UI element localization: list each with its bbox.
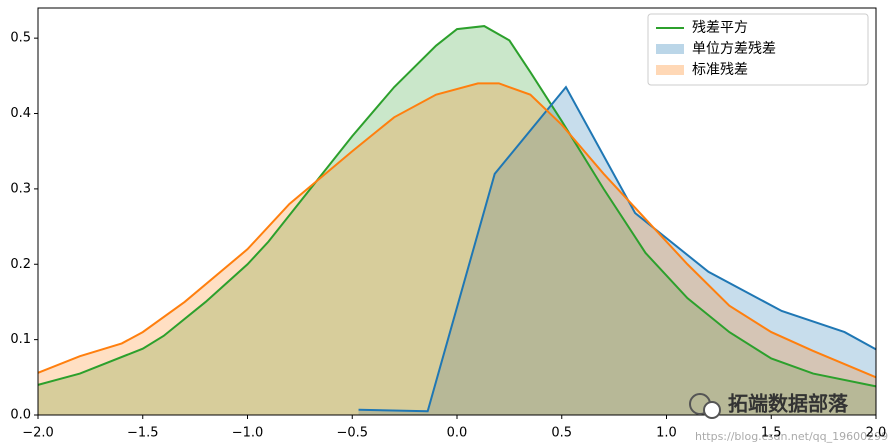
x-tick-label: 2.0 <box>866 426 887 441</box>
watermark-title: 拓端数据部落 <box>728 392 849 416</box>
x-tick-label: −1.0 <box>232 426 264 441</box>
y-tick-label: 0.3 <box>10 181 31 196</box>
x-tick-label: −1.5 <box>127 426 159 441</box>
x-tick-label: 0.5 <box>551 426 572 441</box>
legend-swatch <box>656 65 684 75</box>
watermark-url: https://blog.csdn.net/qq_19600299 <box>695 430 888 443</box>
x-tick-label: −0.5 <box>336 426 368 441</box>
y-tick-label: 0.4 <box>10 106 31 121</box>
x-tick-label: −2.0 <box>22 426 54 441</box>
y-tick-label: 0.0 <box>10 408 31 423</box>
area-fill <box>38 26 876 415</box>
line <box>37 82 877 379</box>
y-tick-label: 0.5 <box>10 31 31 46</box>
watermark: 拓端数据部落 https://blog.csdn.net/qq_19600299 <box>689 392 888 443</box>
x-tick-label: 0.0 <box>447 426 468 441</box>
y-tick-label: 0.2 <box>10 257 31 272</box>
legend-swatch <box>656 44 684 54</box>
line <box>37 25 877 388</box>
legend-label: 标准残差 <box>692 62 748 78</box>
area-fill <box>38 83 876 416</box>
watermark-icon <box>703 401 721 419</box>
y-tick-label: 0.1 <box>10 332 31 347</box>
line <box>358 85 877 413</box>
x-tick-label: 1.5 <box>761 426 782 441</box>
area-fill <box>358 87 876 415</box>
plot-area <box>37 25 877 416</box>
legend-box <box>647 13 869 86</box>
legend-label: 残差平方 <box>692 20 748 36</box>
legend-label: 单位方差残差 <box>692 41 776 57</box>
x-tick-label: 1.0 <box>656 426 677 441</box>
